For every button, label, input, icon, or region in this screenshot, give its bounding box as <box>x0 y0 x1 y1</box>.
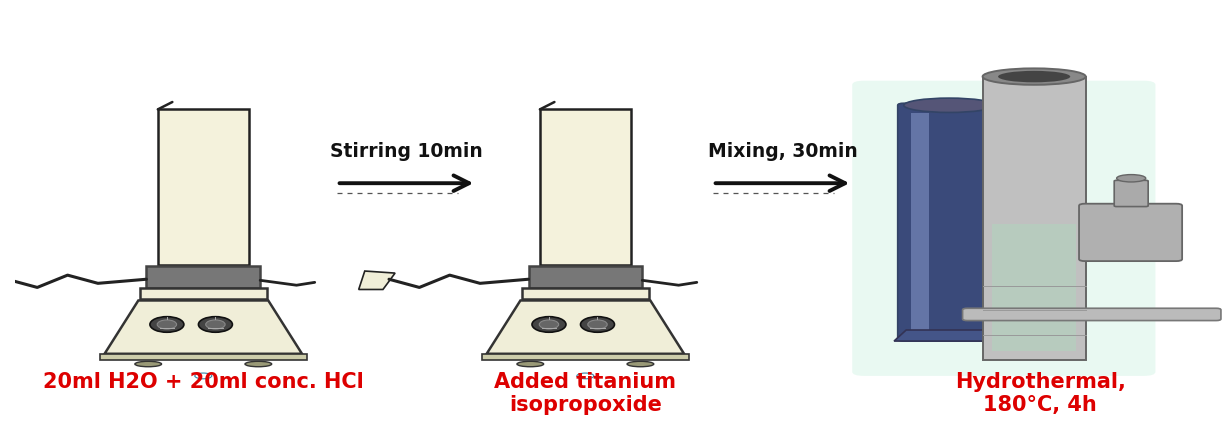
Ellipse shape <box>998 71 1070 82</box>
FancyBboxPatch shape <box>852 81 1156 376</box>
Text: Stirring 10min: Stirring 10min <box>330 142 483 161</box>
Polygon shape <box>358 271 395 290</box>
Text: 20ml H2O + 20ml conc. HCl: 20ml H2O + 20ml conc. HCl <box>43 372 363 392</box>
Ellipse shape <box>150 317 183 332</box>
Ellipse shape <box>581 317 614 332</box>
FancyBboxPatch shape <box>897 103 1001 341</box>
FancyBboxPatch shape <box>158 109 249 265</box>
Polygon shape <box>0 271 14 290</box>
Ellipse shape <box>982 69 1086 85</box>
Polygon shape <box>894 330 997 341</box>
Ellipse shape <box>1117 175 1146 182</box>
FancyBboxPatch shape <box>1080 204 1182 261</box>
Text: Mixing, 30min: Mixing, 30min <box>708 142 857 161</box>
Polygon shape <box>105 300 302 354</box>
Ellipse shape <box>158 320 176 329</box>
Ellipse shape <box>135 361 161 367</box>
Ellipse shape <box>206 320 225 329</box>
FancyBboxPatch shape <box>992 224 1076 351</box>
Text: Hydrothermal,
180°C, 4h: Hydrothermal, 180°C, 4h <box>955 372 1125 415</box>
FancyBboxPatch shape <box>911 113 929 331</box>
FancyBboxPatch shape <box>1114 180 1149 207</box>
FancyBboxPatch shape <box>540 109 630 265</box>
Polygon shape <box>486 300 684 354</box>
Ellipse shape <box>517 361 544 367</box>
FancyBboxPatch shape <box>100 354 307 360</box>
FancyBboxPatch shape <box>963 308 1221 320</box>
FancyBboxPatch shape <box>139 288 267 299</box>
Circle shape <box>194 373 212 379</box>
FancyBboxPatch shape <box>528 266 643 288</box>
Ellipse shape <box>198 317 233 332</box>
Ellipse shape <box>587 320 607 329</box>
Ellipse shape <box>627 361 654 367</box>
Ellipse shape <box>532 317 566 332</box>
Ellipse shape <box>904 98 995 112</box>
FancyBboxPatch shape <box>522 288 649 299</box>
Circle shape <box>577 373 593 379</box>
Text: Added titanium
isopropoxide: Added titanium isopropoxide <box>495 372 676 415</box>
Ellipse shape <box>245 361 272 367</box>
FancyBboxPatch shape <box>982 77 1086 360</box>
FancyBboxPatch shape <box>481 354 689 360</box>
Ellipse shape <box>539 320 559 329</box>
FancyBboxPatch shape <box>146 266 260 288</box>
